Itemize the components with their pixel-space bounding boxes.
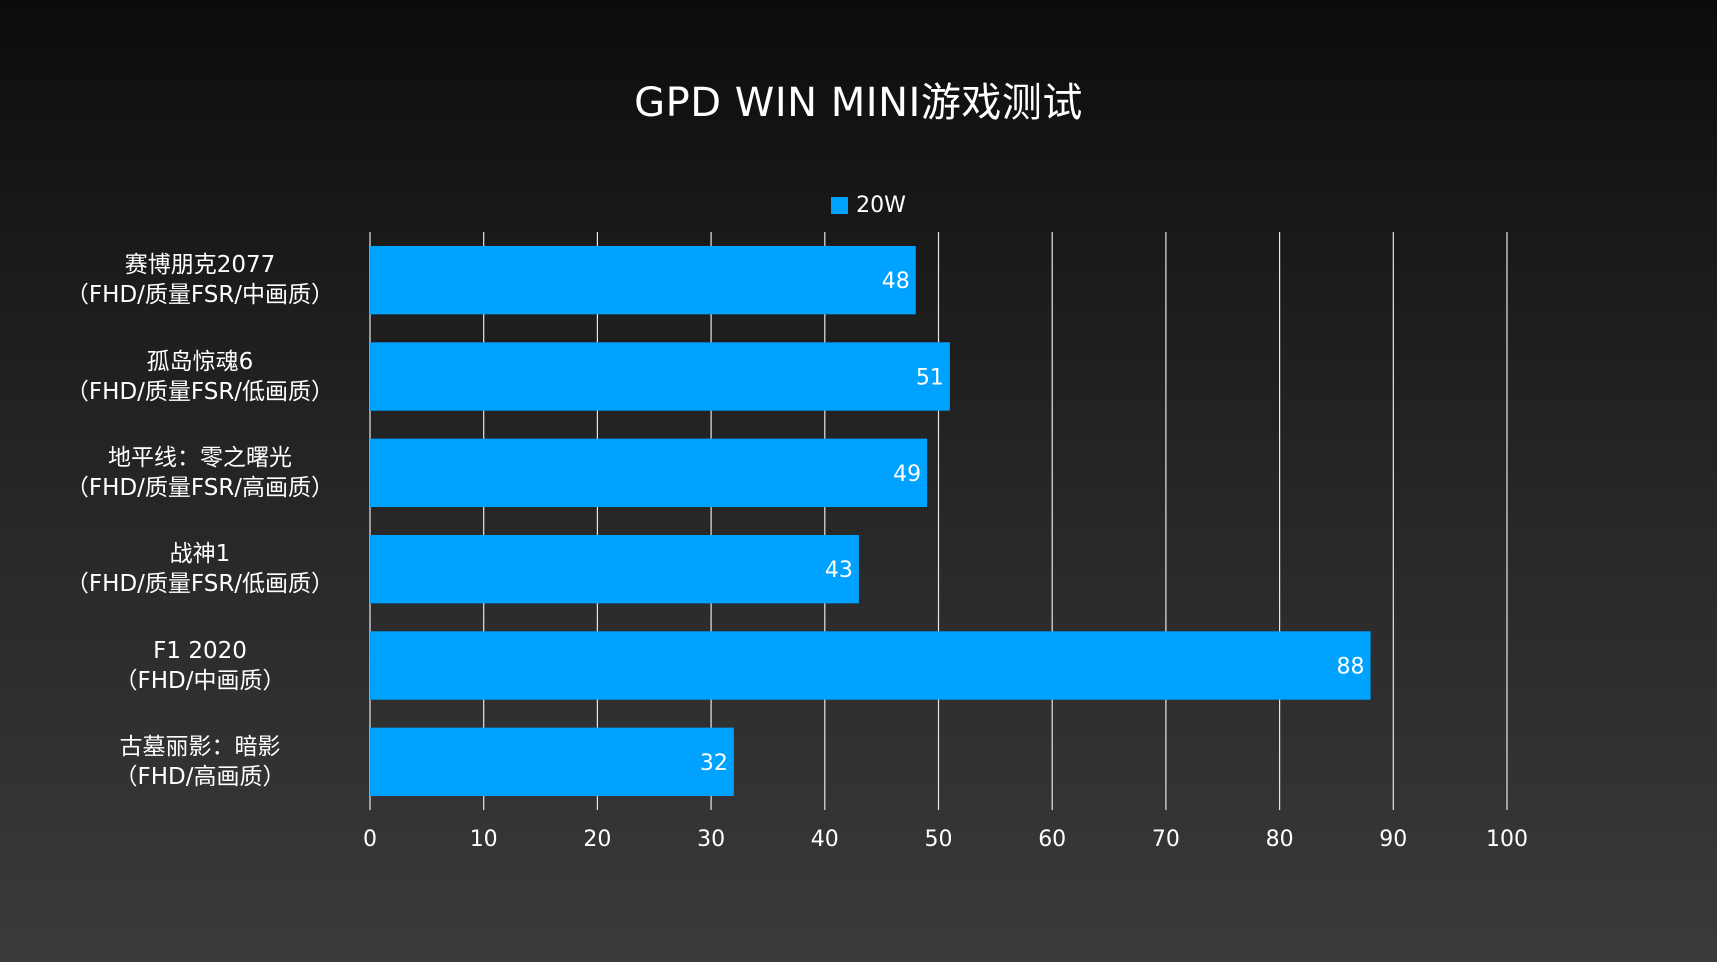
- x-tick-label: 50: [925, 827, 953, 852]
- x-tick-label: 40: [811, 827, 839, 852]
- category-label: 赛博朋克2077 （FHD/质量FSR/中画质）: [40, 250, 360, 310]
- bar-2: [370, 438, 928, 508]
- category-name: 地平线：零之曙光: [108, 444, 292, 471]
- bar-value-label: 48: [882, 269, 910, 294]
- category-label: F1 2020 （FHD/中画质）: [40, 636, 360, 696]
- bar-0: [370, 245, 916, 315]
- x-axis-ticks: 0 10 20 30 40 50 60 70 80 90 100: [363, 827, 1528, 852]
- bar-value-label: 32: [700, 751, 728, 776]
- x-tick-label: 0: [363, 827, 377, 852]
- category-settings: （FHD/高画质）: [114, 763, 286, 790]
- bar-1: [370, 342, 950, 411]
- x-tick-label: 70: [1152, 827, 1180, 852]
- category-name: 孤岛惊魂6: [146, 348, 254, 375]
- category-label: 孤岛惊魂6 （FHD/质量FSR/低画质）: [40, 347, 360, 407]
- legend-label: 20W: [856, 193, 906, 218]
- category-settings: （FHD/质量FSR/中画质）: [65, 282, 335, 309]
- bar-value-label: 88: [1337, 655, 1365, 680]
- legend-swatch: [831, 197, 849, 214]
- legend: 20W: [0, 193, 1717, 218]
- x-tick-label: 20: [583, 827, 611, 852]
- bar-value-label: 49: [893, 462, 921, 487]
- grid-lines: [369, 232, 1508, 810]
- x-tick-label: 80: [1266, 827, 1294, 852]
- bar-value-label: 43: [825, 558, 853, 583]
- x-tick-label: 10: [470, 827, 498, 852]
- bars: 48 51 49 43 88 32: [370, 245, 1371, 797]
- category-label: 古墓丽影：暗影 （FHD/高画质）: [40, 732, 360, 792]
- x-tick-label: 90: [1379, 827, 1407, 852]
- category-name: 战神1: [169, 541, 231, 568]
- bar-3: [370, 534, 859, 604]
- category-label: 地平线：零之曙光 （FHD/质量FSR/高画质）: [40, 443, 360, 503]
- x-tick-label: 60: [1038, 827, 1066, 852]
- bar-5: [370, 727, 734, 797]
- chart-title: GPD WIN MINI游戏测试: [634, 80, 1083, 126]
- category-settings: （FHD/中画质）: [114, 667, 286, 694]
- bar-value-label: 51: [916, 366, 944, 391]
- category-name: 古墓丽影：暗影: [119, 733, 281, 760]
- category-settings: （FHD/质量FSR/低画质）: [65, 571, 335, 598]
- x-tick-label: 100: [1486, 827, 1528, 852]
- category-settings: （FHD/质量FSR/低画质）: [65, 378, 335, 405]
- category-label: 战神1 （FHD/质量FSR/低画质）: [40, 539, 360, 599]
- bar-4: [370, 631, 1371, 700]
- category-name: 赛博朋克2077: [124, 252, 276, 279]
- category-name: F1 2020: [153, 637, 247, 664]
- x-tick-label: 30: [697, 827, 725, 852]
- category-settings: （FHD/质量FSR/高画质）: [65, 474, 335, 501]
